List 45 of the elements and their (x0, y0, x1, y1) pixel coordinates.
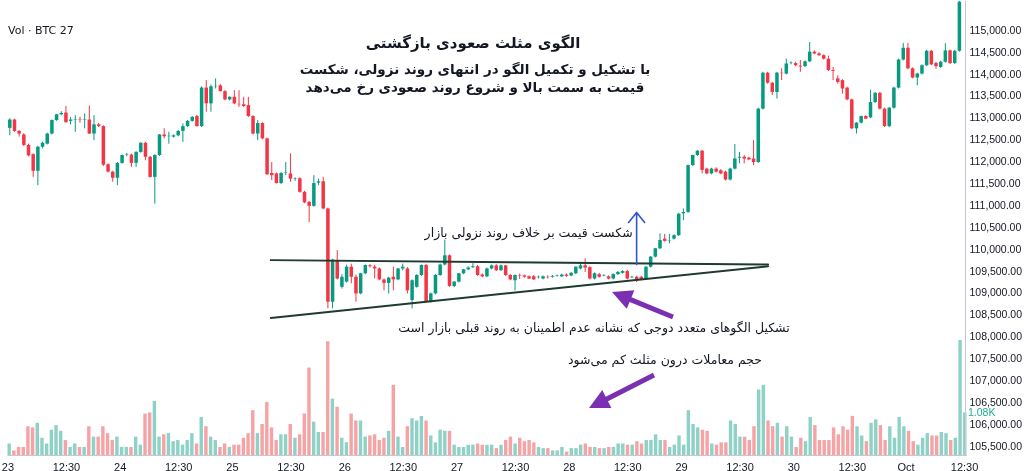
x-tick-label: 30 (787, 460, 800, 471)
y-tick-label: 111,000.00 (969, 198, 1021, 211)
annotation: Vol · BTC 27 (8, 24, 74, 37)
y-tick-label: 108,000.00 (969, 330, 1023, 343)
x-tick-label: 29 (675, 460, 688, 471)
y-tick-label: 107,500.00 (969, 352, 1023, 365)
y-tick-label: 110,500.00 (969, 220, 1022, 233)
x-tick-label: 12:30 (950, 460, 979, 471)
y-tick-label: 109,500.00 (969, 264, 1023, 277)
text: الگوی مثلث صعودی بازگشتی (365, 34, 581, 52)
x-tick-label: 12:30 (838, 460, 867, 471)
annotation: شکست قیمت بر خلاف روند نزولی بازار (423, 224, 633, 241)
x-tick-label: 12:30 (164, 460, 193, 471)
y-tick-label: 112,000.00 (969, 155, 1022, 168)
x-tick-label: 24 (114, 460, 127, 471)
y-tick-label: 109,000.00 (969, 286, 1023, 299)
x-tick-label: Oct (897, 460, 915, 471)
y-tick-label: 105,500.00 (969, 439, 1023, 452)
y-tick-label: 112,500.00 (969, 133, 1022, 146)
x-tick-label: 25 (226, 460, 239, 471)
x-tick-label: 23 (1, 460, 15, 471)
x-tick-label: 26 (338, 460, 351, 471)
y-tick-label: 113,500.00 (969, 89, 1022, 102)
x-tick-label: 28 (563, 460, 576, 471)
x-tick-label: 12:30 (389, 460, 417, 471)
y-tick-label: 111,500.00 (969, 176, 1021, 189)
x-tick-label: 12:30 (52, 460, 81, 471)
y-tick-label: 113,000.00 (969, 111, 1022, 124)
annotation: حجم معاملات درون مثلث کم می‌شود (567, 352, 763, 368)
y-tick-label: 115,000.00 (969, 23, 1022, 36)
y-tick-label: 110,000.00 (969, 242, 1022, 255)
text: 1.08K (968, 406, 996, 418)
x-tick-label: 12:30 (726, 460, 754, 471)
annotation: تشکیل الگوهای متعدد دوجی که نشانه عدم اطمینان به روند قبلی بازار است (398, 320, 791, 336)
y-tick-label: 106,500.00 (969, 395, 1023, 408)
y-tick-label: 114,000.00 (969, 67, 1022, 80)
y-tick-label: 108,500.00 (969, 308, 1023, 321)
y-tick-label: 106,000.00 (969, 417, 1023, 430)
x-tick-label: 27 (450, 460, 464, 471)
x-tick-label: 12:30 (614, 460, 642, 471)
x-tick-label: 12:30 (501, 460, 530, 471)
x-tick-label: 12:30 (277, 460, 305, 471)
y-tick-label: 107,000.00 (969, 374, 1023, 387)
y-tick-label: 114,500.00 (969, 45, 1022, 58)
text: با تشکیل و تکمیل الگو در انتهای روند نزولی، شکست قیمت به سمت بالا و شروع روند صعودی رخ می‌دهد (299, 61, 651, 95)
